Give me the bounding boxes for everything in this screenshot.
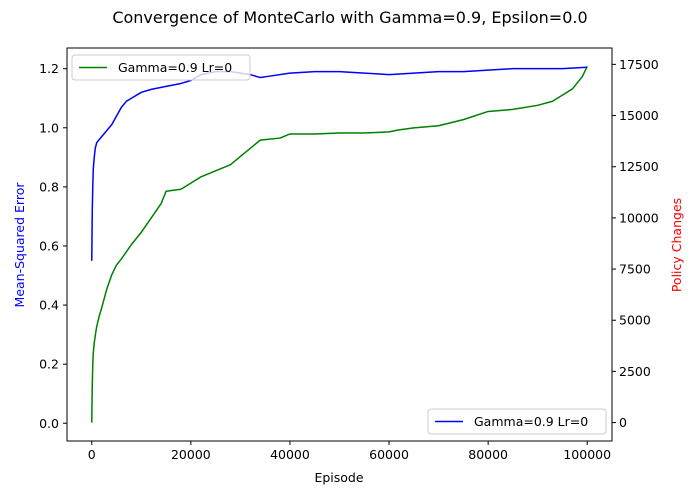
legend-top-left-label: Gamma=0.9 Lr=0 <box>118 60 232 75</box>
y-axis-right: 0 2500 5000 7500 10000 12500 15000 17500 <box>612 57 659 430</box>
x-tick-label: 60000 <box>369 447 409 462</box>
y-left-tick-label: 0.8 <box>39 179 59 194</box>
y-right-tick-label: 10000 <box>619 210 659 225</box>
y-axis-left: 0.0 0.2 0.4 0.6 0.8 1.0 1.2 <box>39 61 67 431</box>
y-left-tick-label: 1.2 <box>39 61 59 76</box>
mse-line <box>91 66 588 261</box>
y-left-tick-label: 0.0 <box>39 416 59 431</box>
legend-top-left-box <box>71 54 251 81</box>
x-tick-label: 0 <box>88 447 96 462</box>
y-axis-left-label: Mean-Squared Error <box>12 182 27 308</box>
plot-area <box>66 47 613 442</box>
legend-bottom-right-box <box>427 408 607 435</box>
y-right-tick-label: 7500 <box>619 262 651 277</box>
x-tick-label: 20000 <box>171 447 211 462</box>
legend-bottom-right-label: Gamma=0.9 Lr=0 <box>474 414 588 429</box>
y-right-tick-label: 17500 <box>619 57 659 72</box>
y-axis-right-label: Policy Changes <box>669 198 684 292</box>
x-tick-label: 40000 <box>270 447 310 462</box>
y-left-tick-label: 0.2 <box>39 357 59 372</box>
y-left-tick-label: 0.4 <box>39 298 59 313</box>
x-tick-label: 80000 <box>468 447 508 462</box>
x-axis-label: Episode <box>314 470 363 485</box>
legend-bottom-right: Gamma=0.9 Lr=0 <box>427 408 607 435</box>
y-right-tick-label: 5000 <box>619 313 651 328</box>
x-tick-label: 100000 <box>563 447 611 462</box>
policy-changes-line <box>91 66 588 423</box>
y-right-tick-label: 12500 <box>619 159 659 174</box>
y-right-tick-label: 2500 <box>619 364 651 379</box>
y-right-tick-label: 15000 <box>619 108 659 123</box>
y-right-tick-label: 0 <box>619 415 627 430</box>
y-left-tick-label: 0.6 <box>39 238 59 253</box>
plot-frame <box>66 47 613 442</box>
chart-title: Convergence of MonteCarlo with Gamma=0.9… <box>112 8 587 27</box>
legend-top-left: Gamma=0.9 Lr=0 <box>71 54 251 81</box>
x-axis: 0 20000 40000 60000 80000 100000 <box>88 441 611 462</box>
y-left-tick-label: 1.0 <box>39 120 59 135</box>
